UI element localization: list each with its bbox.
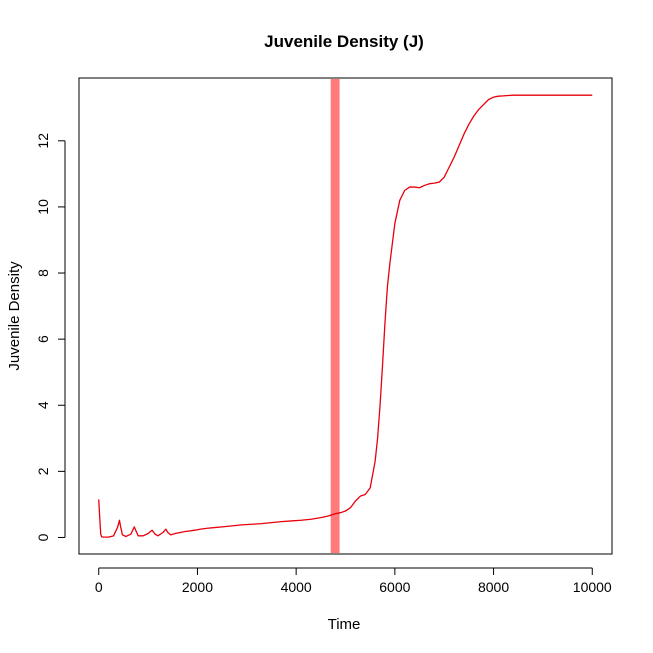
- x-axis: 0 2000 4000 6000 8000 10000: [95, 567, 612, 595]
- y-tick-label: 10: [35, 199, 51, 215]
- x-tick-label: 8000: [478, 579, 509, 595]
- x-tick-label: 4000: [281, 579, 312, 595]
- chart-title: Juvenile Density (J): [264, 32, 424, 51]
- y-tick-label: 12: [35, 133, 51, 149]
- series-line-layer: [98, 94, 593, 538]
- y-tick-label: 0: [35, 533, 51, 541]
- y-axis: 0 2 4 6 8 10 12: [35, 133, 66, 541]
- x-tick-label: 2000: [182, 579, 213, 595]
- y-tick-label: 4: [35, 401, 51, 409]
- highlight-band-layer: [330, 79, 340, 553]
- x-axis-label: Time: [328, 616, 361, 633]
- series-line-0: [98, 94, 593, 538]
- y-tick-label: 8: [35, 269, 51, 277]
- x-tick-label: 0: [95, 579, 103, 595]
- x-tick-label: 10000: [573, 579, 612, 595]
- highlight-band: [330, 79, 340, 553]
- y-axis-label: Juvenile Density: [6, 261, 23, 371]
- y-tick-label: 6: [35, 335, 51, 343]
- x-tick-label: 6000: [379, 579, 410, 595]
- plot-frame: [78, 77, 613, 555]
- y-tick-label: 2: [35, 467, 51, 475]
